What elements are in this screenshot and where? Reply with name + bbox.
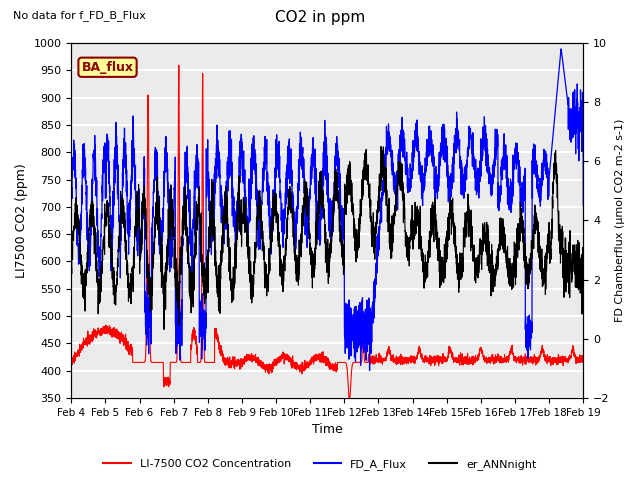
Text: BA_flux: BA_flux — [81, 61, 134, 74]
Text: No data for f_FD_B_Flux: No data for f_FD_B_Flux — [13, 10, 146, 21]
Legend: LI-7500 CO2 Concentration, FD_A_Flux, er_ANNnight: LI-7500 CO2 Concentration, FD_A_Flux, er… — [99, 455, 541, 474]
Y-axis label: LI7500 CO2 (ppm): LI7500 CO2 (ppm) — [15, 163, 28, 278]
Text: CO2 in ppm: CO2 in ppm — [275, 10, 365, 24]
X-axis label: Time: Time — [312, 423, 342, 436]
Y-axis label: FD Chamberflux (μmol CO2 m-2 s-1): FD Chamberflux (μmol CO2 m-2 s-1) — [615, 119, 625, 322]
